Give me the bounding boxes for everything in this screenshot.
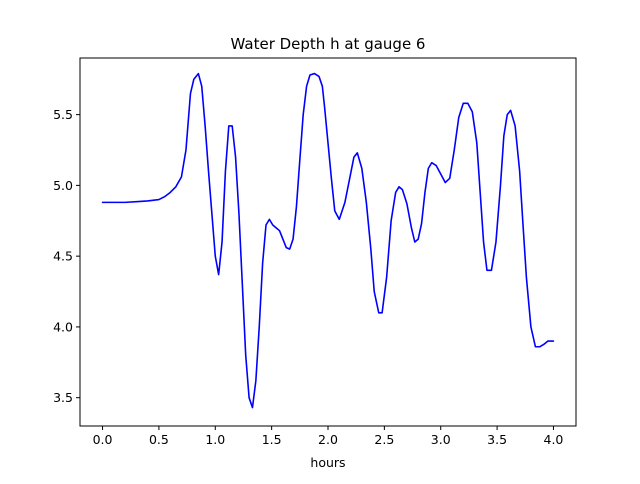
chart-title: Water Depth h at gauge 6 xyxy=(231,35,426,53)
y-tick-label: 5.0 xyxy=(53,178,73,193)
x-tick-label: 3.0 xyxy=(431,432,451,447)
x-tick-label: 0.5 xyxy=(149,432,169,447)
plot-area: 0.0 0.5 1.0 1.5 2.0 2.5 3.0 3.5 4.0 3.5 4.0 4.5 5.0 5… xyxy=(53,57,577,447)
x-tick-label: 1.5 xyxy=(262,432,282,447)
y-tick-label: 3.5 xyxy=(53,390,73,405)
data-series-line-0 xyxy=(101,72,555,409)
x-tick-label: 1.0 xyxy=(205,432,225,447)
x-tick-label: 3.5 xyxy=(487,432,507,447)
y-tick-label: 4.0 xyxy=(53,319,73,334)
x-tick-label: 4.0 xyxy=(544,432,564,447)
x-tick-label: 2.5 xyxy=(374,432,394,447)
y-tick-label: 5.5 xyxy=(53,107,73,122)
y-tick-label: 4.5 xyxy=(53,249,73,264)
x-tick-label: 0.0 xyxy=(93,432,113,447)
x-axis-label: hours xyxy=(310,455,345,470)
x-tick-label: 2.0 xyxy=(318,432,338,447)
